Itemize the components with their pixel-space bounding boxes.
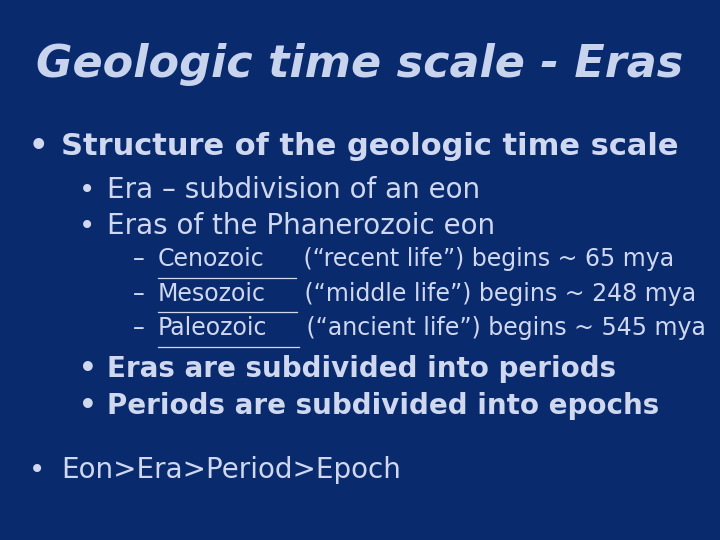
Text: Paleozoic: Paleozoic	[158, 316, 268, 340]
Text: –: –	[133, 316, 153, 340]
Text: Mesozoic: Mesozoic	[158, 282, 266, 306]
Text: –: –	[133, 247, 153, 271]
Text: –: –	[133, 316, 153, 340]
Text: –: –	[133, 282, 153, 306]
Text: •: •	[29, 456, 45, 484]
Text: (“ancient life”) begins ~ 545 mya: (“ancient life”) begins ~ 545 mya	[300, 316, 706, 340]
Text: •: •	[79, 176, 96, 204]
Text: Geologic time scale - Eras: Geologic time scale - Eras	[37, 43, 683, 86]
Text: •: •	[79, 355, 97, 383]
Text: Periods are subdivided into epochs: Periods are subdivided into epochs	[107, 392, 659, 420]
Text: •: •	[79, 392, 97, 420]
Text: (“middle life”) begins ~ 248 mya: (“middle life”) begins ~ 248 mya	[297, 282, 696, 306]
Text: Eras of the Phanerozoic eon: Eras of the Phanerozoic eon	[107, 212, 495, 240]
Text: –: –	[133, 247, 153, 271]
Text: •: •	[79, 212, 96, 240]
Text: Eras are subdivided into periods: Eras are subdivided into periods	[107, 355, 616, 383]
Text: Structure of the geologic time scale: Structure of the geologic time scale	[61, 132, 679, 161]
Text: Eon>Era>Period>Epoch: Eon>Era>Period>Epoch	[61, 456, 401, 484]
Text: –: –	[133, 282, 153, 306]
Text: •: •	[29, 132, 48, 161]
Text: Era – subdivision of an eon: Era – subdivision of an eon	[107, 176, 480, 204]
Text: Cenozoic: Cenozoic	[158, 247, 265, 271]
Text: (“recent life”) begins ~ 65 mya: (“recent life”) begins ~ 65 mya	[296, 247, 674, 271]
